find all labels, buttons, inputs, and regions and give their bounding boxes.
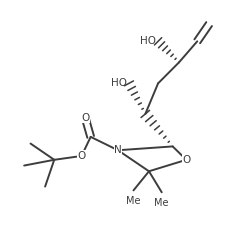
Text: Me: Me <box>155 198 169 208</box>
Text: N: N <box>114 145 122 155</box>
Text: O: O <box>182 155 190 165</box>
Text: HO: HO <box>140 36 156 46</box>
Text: O: O <box>81 113 89 123</box>
Text: HO: HO <box>111 78 127 88</box>
Text: O: O <box>77 151 86 161</box>
Text: Me: Me <box>126 196 141 206</box>
